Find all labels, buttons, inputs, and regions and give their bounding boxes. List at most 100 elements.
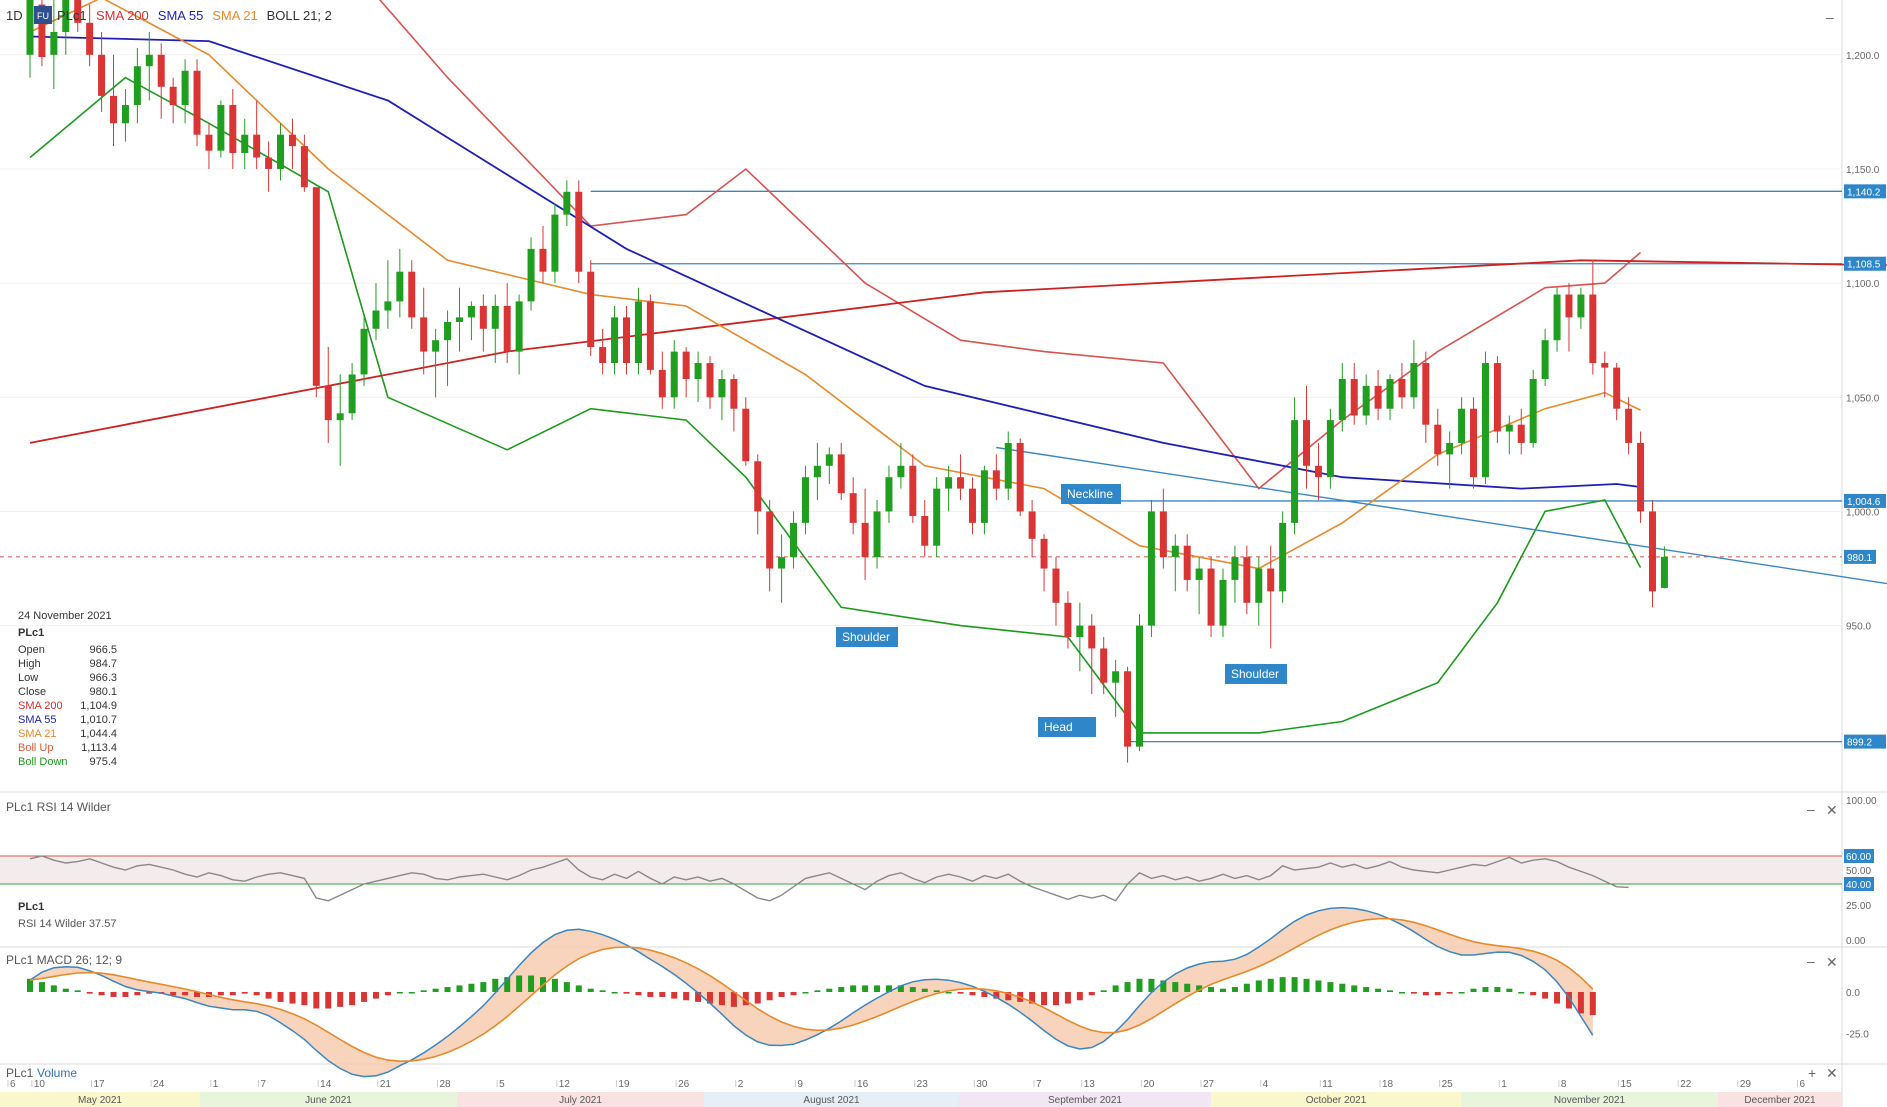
macd-hist-bar [1422,992,1429,996]
macd-hist-bar [27,978,33,992]
macd-hist-bar [993,992,1000,999]
info-row-value: 975.4 [89,756,117,768]
macd-hist-bar [599,990,606,992]
indicator-legend[interactable]: SMA 21 [212,8,258,23]
macd-hist-bar [659,992,666,997]
candle-body [1314,465,1322,478]
candle-body [217,105,225,151]
candle-body [1028,511,1036,539]
indicator-legend[interactable]: BOLL 21; 2 [267,8,332,23]
candle-body [766,511,774,569]
minimize-icon[interactable]: – [1826,9,1834,25]
macd-hist-bar [897,985,904,992]
macd-hist-bar [945,992,952,994]
macd-hist-bar [766,992,773,1001]
candle-body [1338,379,1346,421]
candle-body [575,191,583,272]
indicator-legend[interactable]: SMA 55 [158,8,204,23]
volume-close-icon[interactable]: ✕ [1826,1065,1838,1081]
candle-body [897,465,905,478]
macd-hist-bar [349,992,356,1006]
candle-body [1374,385,1382,409]
macd-hist-bar [1112,985,1119,992]
candle-body [1135,625,1143,747]
candle-body [1529,379,1537,443]
macd-hist-bar [1005,992,1012,1001]
candle-body [50,31,58,55]
candle-body [1052,568,1060,603]
macd-title: PLc1 MACD 26; 12; 9 [6,953,122,967]
candle-body [658,369,666,398]
candle-body [1493,363,1501,432]
indicator-legend[interactable]: SMA 200 [96,8,149,23]
candle-body [1589,294,1597,364]
macd-hist-bar [50,985,57,992]
macd-hist-bar [1279,977,1286,992]
x-tick-label: 14 [320,1079,332,1090]
candle-body [861,522,869,558]
macd-hist-bar [1064,992,1071,1004]
rsi-close-icon[interactable]: ✕ [1826,802,1838,818]
macd-hist-bar [1029,992,1036,1004]
macd-minimize-icon[interactable]: – [1807,953,1815,969]
info-row-label: Low [18,672,38,684]
candle-body [1326,420,1334,478]
macd-tick-label: -25.0 [1846,1029,1869,1040]
macd-hist-bar [1303,978,1310,992]
volume-add-icon[interactable]: + [1808,1065,1816,1081]
macd-hist-bar [86,992,93,994]
x-tick-label: 4 [1263,1079,1269,1090]
candle-body [1660,556,1668,588]
candle-body [491,305,499,329]
candle-body [921,516,929,546]
candle-body [1159,511,1167,558]
candle-body [1613,367,1621,409]
macd-hist-bar [1434,992,1441,996]
rsi-tick-label: 25.00 [1846,901,1871,912]
macd-hist-bar [1482,987,1489,992]
macd-hist-bar [122,992,129,997]
volume-symbol: PLc1 [6,1066,34,1080]
info-row-value: 984.7 [89,658,117,670]
info-row-value: 1,113.4 [81,742,117,754]
last-price-label-bg [1844,549,1876,564]
macd-hist-bar [528,975,535,992]
x-tick-label: 23 [917,1079,929,1090]
macd-close-icon[interactable]: ✕ [1826,954,1838,970]
info-row-value: 1,044.4 [80,728,117,740]
x-tick-label: 19 [618,1079,630,1090]
rsi-tick-label: 50.00 [1846,866,1871,877]
last-price-label: 980.1 [1847,553,1872,564]
macd-hist-bar [146,992,153,994]
month-band [1211,1092,1461,1107]
macd-hist-bar [981,992,988,997]
macd-hist-bar [1351,985,1358,992]
candle-body [515,301,523,352]
macd-hist-bar [1363,987,1370,992]
pattern-label-bg [1061,484,1121,504]
macd-hist-bar [742,992,749,1006]
candle-body [1350,379,1358,416]
candle-body [778,557,786,569]
macd-hist-bar [909,987,916,992]
timeframe-label[interactable]: 1D [6,8,23,23]
macd-tick-label: 0.0 [1846,988,1860,999]
candle-body [1422,363,1430,425]
candle-body [38,4,46,58]
candle-body [1386,379,1394,409]
level-label-bg [1844,493,1886,508]
candle-body [682,351,690,380]
macd-hist-bar [1542,992,1549,999]
macd-hist-bar [1148,978,1155,992]
candle-body [1362,385,1370,416]
candle-body [813,465,821,478]
macd-hist-bar [1267,978,1274,992]
macd-hist-bar [730,992,737,1007]
header-symbol[interactable]: PLc1 [57,8,87,23]
candle-body [1124,671,1132,747]
rsi-minimize-icon[interactable]: – [1807,801,1815,817]
candle-body [1279,522,1287,592]
candle-body [1553,294,1561,341]
candle-body [1625,408,1633,443]
